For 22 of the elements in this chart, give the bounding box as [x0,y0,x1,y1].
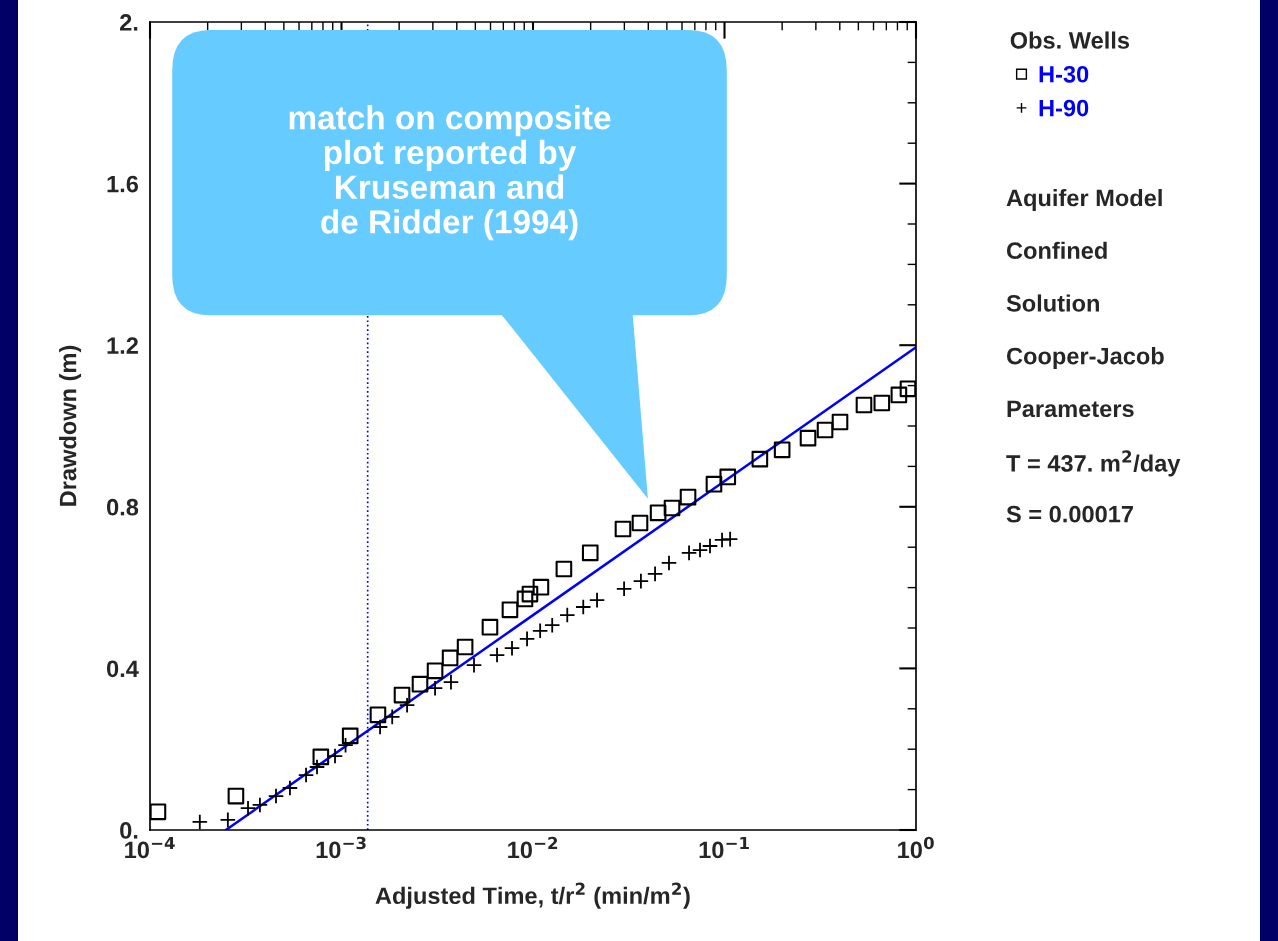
y-tick-label: 1.2 [107,337,138,354]
text: Solution [1006,294,1099,312]
y-tick-label: 0.8 [107,498,139,516]
text: T = 437. m$^{2}$/day [1006,450,1181,477]
x-tick-label: 10$^{−1}$ [699,836,749,859]
x-tick-label: 10$^{−2}$ [508,836,558,859]
legend-title: Obs. Wells [1010,31,1130,49]
x-axis-title: Adjusted Time, t/r$^{2}$ (min/m$^{2}$) [375,882,690,909]
text: Cooper-Jacob [1006,347,1164,370]
text: Parameters [1007,400,1134,418]
y-axis-title: Drawdown (m) [59,345,82,506]
y-tick-label: 1.6 [107,175,139,193]
text: Aquifer Model [1006,188,1162,211]
legend-label: H-90 [1039,99,1089,117]
y-tick-label: 2. [120,14,138,31]
y-tick-label: 0.4 [107,660,139,678]
x-tick-label: 10$^{0}$ [898,836,934,859]
text: S = 0.00017 [1006,505,1133,523]
text: Confined [1006,241,1107,260]
annotation: match on composite plot reported by Kruseman and de Ridder (1994) [289,105,611,241]
x-tick-label: 10$^{−3}$ [316,836,366,859]
legend-label: H-30 [1039,65,1089,83]
